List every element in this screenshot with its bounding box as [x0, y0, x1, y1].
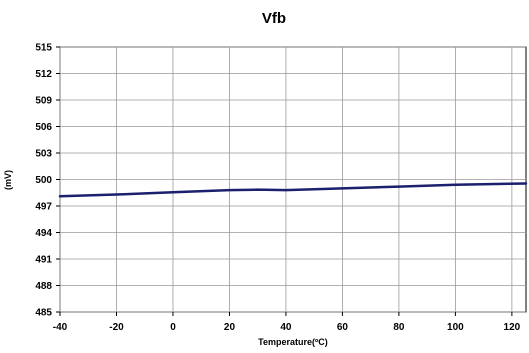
y-tick-label: 497 [35, 202, 52, 213]
y-tick-label: 515 [35, 43, 52, 54]
grid-lines [59, 46, 526, 313]
x-tick-label: 0 [170, 322, 176, 333]
x-tick-label: 80 [393, 322, 405, 333]
x-tick-labels: -40 -20 0 20 40 60 80 100 120 [53, 322, 521, 333]
axes [56, 46, 513, 316]
x-tick-label: 100 [447, 322, 464, 333]
y-tick-labels: 485 488 491 494 497 500 503 506 509 512 515 [35, 43, 52, 319]
y-axis-label: (mV) [3, 170, 13, 190]
series-group [58, 182, 528, 198]
y-tick-label: 494 [35, 228, 52, 239]
y-tick-label: 512 [35, 69, 52, 80]
series-line [58, 182, 528, 198]
y-tick-label: 503 [35, 149, 52, 160]
x-tick-label: -40 [53, 322, 68, 333]
y-tick-label: 509 [35, 96, 52, 107]
x-tick-label: 20 [224, 322, 236, 333]
y-tick-label: 491 [35, 255, 52, 266]
x-tick-label: 120 [504, 322, 521, 333]
x-axis-label: Temperature(ºC) [258, 337, 328, 347]
y-tick-label: 485 [35, 308, 52, 319]
x-tick-label: 40 [280, 322, 292, 333]
y-tick-label: 488 [35, 281, 52, 292]
y-tick-label: 506 [35, 122, 52, 133]
x-tick-label: 60 [337, 322, 349, 333]
chart-title: Vfb [262, 10, 286, 27]
y-tick-label: 500 [35, 175, 52, 186]
x-tick-label: -20 [109, 322, 124, 333]
